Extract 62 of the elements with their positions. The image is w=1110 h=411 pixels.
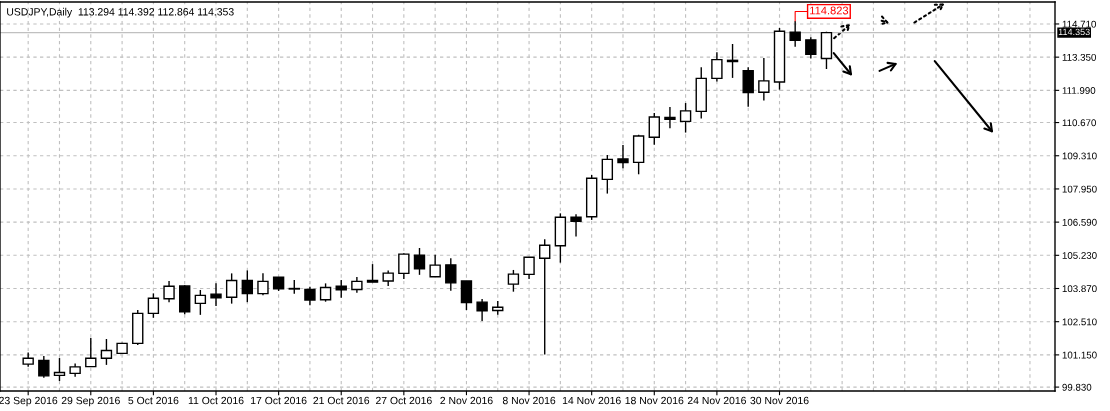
y-tick-label: 106.590	[1062, 218, 1097, 226]
x-tick-label: 14 Nov 2016	[562, 396, 621, 405]
candlestick	[507, 269, 520, 293]
candlestick	[413, 247, 426, 276]
x-tick-label: 18 Nov 2016	[625, 396, 684, 405]
x-tick-label: 21 Oct 2016	[313, 396, 370, 405]
candlestick	[100, 338, 113, 366]
candlestick	[398, 252, 410, 280]
candlestick	[758, 57, 770, 102]
y-tick-label: 105.230	[1062, 252, 1097, 259]
candlestick	[163, 280, 175, 303]
x-tick-label: 30 Nov 2016	[750, 396, 809, 405]
candlestick	[366, 263, 379, 283]
candlestick	[617, 144, 629, 169]
ref-line-label: 114.353	[1058, 28, 1090, 36]
x-tick-label: 2 Nov 2016	[440, 396, 493, 405]
y-tick-label: 110.670	[1062, 119, 1096, 127]
candlestick	[648, 112, 660, 146]
candlestick	[789, 20, 801, 48]
x-tick-label: 23 Sep 2016	[0, 396, 58, 407]
candlestick	[304, 286, 316, 307]
y-tick-label: 101.150	[1062, 351, 1097, 359]
candlestick	[38, 355, 50, 379]
annotation: 114.823	[810, 6, 849, 15]
candlestick	[147, 292, 160, 319]
candlestick	[460, 280, 473, 311]
candlestick	[539, 238, 551, 356]
x-tick-label: 5 Oct 2016	[128, 396, 179, 405]
candlestick	[742, 66, 754, 108]
x-tick-label: 17 Oct 2016	[251, 396, 307, 405]
y-tick-label: 103.870	[1062, 285, 1097, 293]
candlestick	[85, 337, 97, 368]
x-tick-label: 27 Oct 2016	[375, 396, 432, 405]
candlestick	[194, 289, 207, 316]
y-tick-label: 99.830	[1062, 383, 1092, 391]
candlestick	[601, 154, 614, 195]
candlestick	[445, 257, 457, 292]
x-tick-label: 11 Oct 2016	[188, 396, 244, 405]
x-tick-label: 8 Nov 2016	[502, 396, 556, 405]
y-tick-label: 113.350	[1062, 53, 1096, 61]
candlestick	[210, 282, 222, 307]
candlestick	[53, 357, 66, 382]
candlestick	[570, 213, 582, 238]
candlestick	[664, 106, 676, 129]
candlestick	[319, 282, 332, 303]
text: USDJPY,Daily 113.294 114.392 112.864 114.353	[7, 7, 234, 18]
candlestick	[257, 272, 269, 297]
x-tick-label: 24 Nov 2016	[687, 396, 746, 405]
candlestick	[679, 102, 692, 134]
y-tick-label: 114.710	[1062, 20, 1096, 28]
y-tick-label: 109.310	[1062, 152, 1097, 160]
candlestick	[476, 298, 488, 322]
y-tick-label: 102.510	[1062, 318, 1097, 326]
x-tick-label: 29 Sep 2016	[61, 396, 120, 407]
candlestick	[241, 269, 254, 303]
candlestick	[711, 51, 723, 83]
y-tick-label: 111.990	[1062, 87, 1096, 94]
candlestick	[523, 256, 535, 280]
candlestick	[429, 254, 441, 278]
candlestick	[805, 36, 817, 60]
candlestick	[225, 272, 238, 305]
y-tick-label: 107.950	[1062, 185, 1097, 193]
